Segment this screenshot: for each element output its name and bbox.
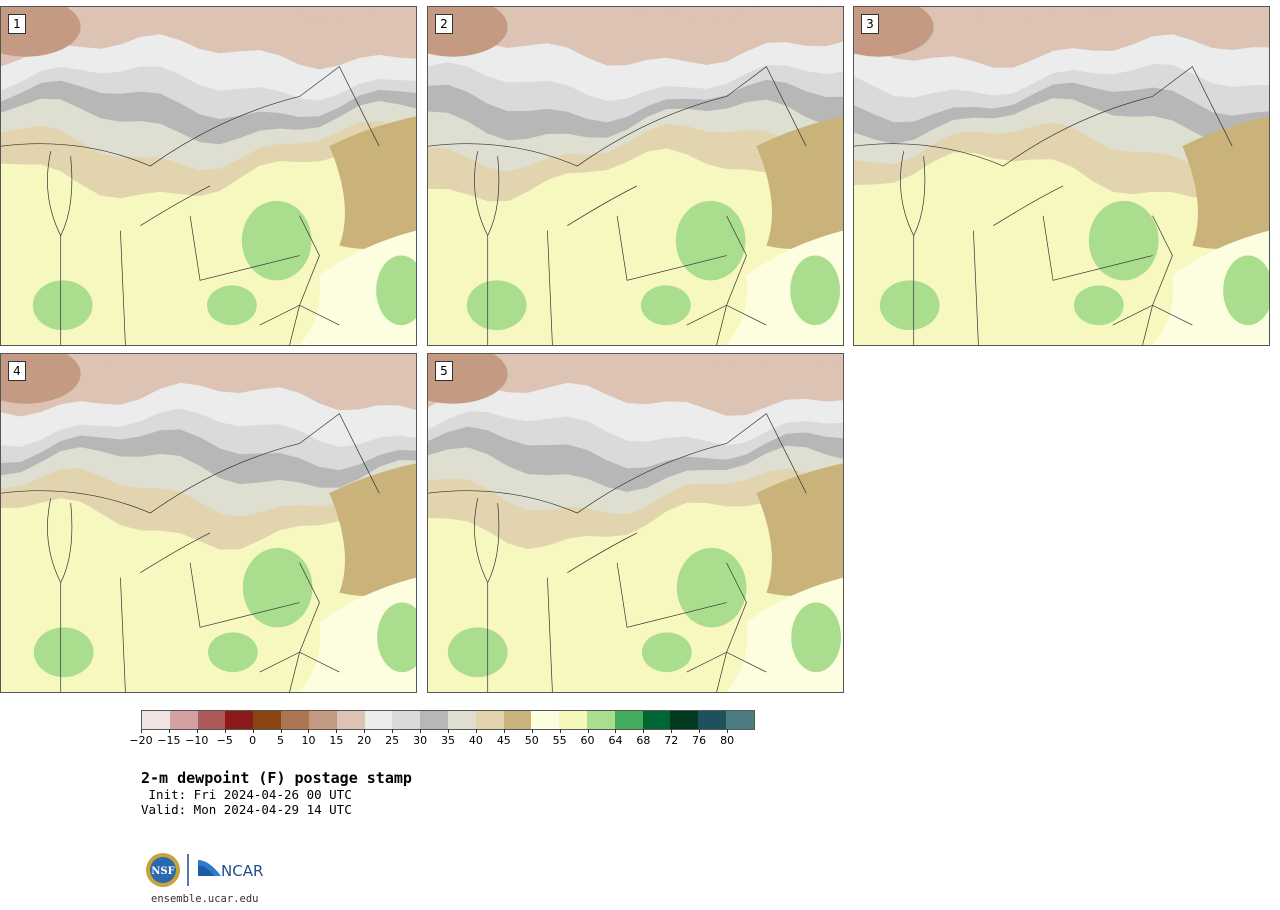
dewpoint-field xyxy=(428,7,843,345)
colorbar-tick-label: 80 xyxy=(720,734,735,747)
colorbar-tick-label: 30 xyxy=(413,734,428,747)
colorbar-tick-label: −10 xyxy=(185,734,209,747)
colorbar-swatch xyxy=(531,711,560,729)
colorbar-tick-mark xyxy=(392,729,394,733)
dewpoint-field xyxy=(1,7,416,345)
colorbar-tick-mark xyxy=(141,729,142,733)
map-panel-4: 4 xyxy=(0,353,417,693)
colorbar-swatch xyxy=(364,711,393,729)
map-panel-5: 5 xyxy=(427,353,844,693)
colorbar-tick-label: 20 xyxy=(357,734,372,747)
colorbar-swatch xyxy=(336,711,365,729)
colorbar-tick-mark xyxy=(280,729,282,733)
colorbar-tick-label: 50 xyxy=(524,734,539,747)
colorbar-tick-mark xyxy=(475,729,477,733)
panel-number: 4 xyxy=(8,361,26,381)
colorbar-tick-mark xyxy=(196,729,198,733)
map-panel-2: 2 xyxy=(427,6,844,346)
dewpoint-field xyxy=(428,354,843,692)
colorbar-tick-mark xyxy=(420,729,422,733)
dewpoint-field xyxy=(1,354,416,692)
colorbar-swatch xyxy=(475,711,504,729)
colorbar-swatch xyxy=(587,711,615,729)
colorbar-swatch xyxy=(197,711,226,729)
colorbar-swatch xyxy=(447,711,476,729)
panel-number: 1 xyxy=(8,14,26,34)
colorbar-tick-label: 76 xyxy=(692,734,707,747)
colorbar-tick-mark xyxy=(587,729,589,733)
colorbar-tick-mark xyxy=(224,729,226,733)
map-panel-1: 1 xyxy=(0,6,417,346)
colorbar-tick-label: 10 xyxy=(301,734,316,747)
colorbar-tick-mark xyxy=(643,729,645,733)
chart-title: 2-m dewpoint (F) postage stamp xyxy=(141,769,412,787)
colorbar-swatch xyxy=(642,711,671,729)
colorbar-tick-label: 15 xyxy=(329,734,344,747)
colorbar-swatch xyxy=(281,711,309,729)
colorbar-tick-label: 25 xyxy=(385,734,400,747)
colorbar-tick-label: 64 xyxy=(608,734,623,747)
colorbar-tick-label: 55 xyxy=(552,734,567,747)
colorbar-tick-mark xyxy=(699,729,701,733)
colorbar-swatch xyxy=(225,711,254,729)
colorbar-swatch xyxy=(420,711,448,729)
colorbar-tick-label: 35 xyxy=(441,734,455,747)
valid-time: Valid: Mon 2024-04-29 14 UTC xyxy=(141,802,352,817)
colorbar-tick-mark xyxy=(503,729,505,733)
colorbar-tick-label: 68 xyxy=(636,734,651,747)
colorbar-tick-mark xyxy=(727,729,729,733)
colorbar-tick-mark xyxy=(671,729,673,733)
svg-text:NSF: NSF xyxy=(151,866,174,877)
colorbar-swatch xyxy=(726,711,754,729)
colorbar-swatch xyxy=(559,711,587,729)
colorbar-tick-mark xyxy=(336,729,338,733)
colorbar-swatch xyxy=(392,711,421,729)
colorbar-tick-mark xyxy=(531,729,533,733)
map-panel-3: 3 xyxy=(853,6,1270,346)
init-time: Init: Fri 2024-04-26 00 UTC xyxy=(141,787,352,802)
colorbar-tick-label: 72 xyxy=(664,734,679,747)
colorbar-tick-mark xyxy=(308,729,310,733)
colorbar-ticks: −20 −15 −10 −5 0 5 10 15 20 25 30 35 40 45 50 55 60 64 68 7… xyxy=(129,734,755,750)
colorbar-tick-label: −5 xyxy=(216,734,233,747)
panel-number: 5 xyxy=(435,361,453,381)
colorbar-tick-mark xyxy=(168,729,170,733)
colorbar-tick-label: 5 xyxy=(277,734,285,747)
site-url: ensemble.ucar.edu xyxy=(151,893,259,905)
colorbar-swatch xyxy=(614,711,643,729)
colorbar xyxy=(141,710,755,730)
colorbar-swatch xyxy=(698,711,727,729)
svg-text:NCAR: NCAR xyxy=(221,862,263,880)
dewpoint-field xyxy=(854,7,1269,345)
colorbar-swatch xyxy=(670,711,699,729)
colorbar-tick-mark xyxy=(252,729,254,733)
colorbar-swatch xyxy=(308,711,337,729)
colorbar-swatch xyxy=(169,711,198,729)
colorbar-tick-mark xyxy=(364,729,366,733)
colorbar-swatch xyxy=(503,711,532,729)
colorbar-tick-label: −20 xyxy=(129,734,153,747)
colorbar-tick-label: −15 xyxy=(157,734,181,747)
colorbar-tick-mark xyxy=(559,729,561,733)
nsf-ncar-logo: NSF NCAR xyxy=(146,853,263,887)
panel-number: 3 xyxy=(861,14,879,34)
colorbar-tick-label: 0 xyxy=(249,734,257,747)
colorbar-swatch xyxy=(253,711,282,729)
colorbar-tick-label: 40 xyxy=(468,734,483,747)
colorbar-swatch xyxy=(142,711,170,729)
colorbar-tick-label: 60 xyxy=(580,734,595,747)
panel-number: 2 xyxy=(435,14,453,34)
colorbar-tick-mark xyxy=(448,729,449,733)
colorbar-tick-label: 45 xyxy=(496,734,511,747)
colorbar-tick-mark xyxy=(615,729,617,733)
